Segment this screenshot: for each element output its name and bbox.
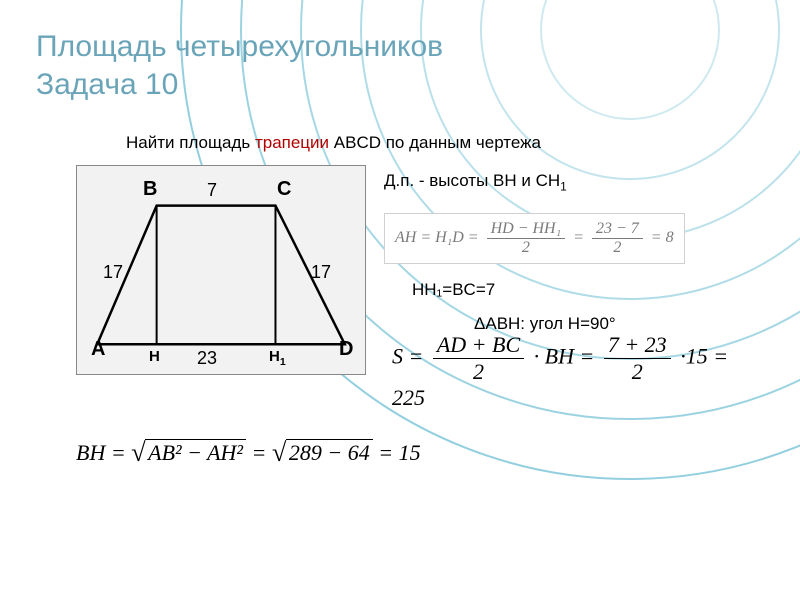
subtitle-highlight: трапеции — [255, 133, 329, 152]
vertex-d: D — [339, 338, 353, 361]
subtitle-post: ABCD по данным чертежа — [329, 133, 541, 152]
point-h: H — [149, 348, 160, 365]
problem-statement: Найти площадь трапеции ABCD по данным че… — [126, 133, 764, 153]
title-line-1: Площадь четырехугольников — [36, 30, 443, 63]
vertex-a: A — [91, 338, 105, 361]
vertex-b: B — [143, 178, 157, 201]
triangle-line: ΔABH: угол H=90° — [474, 314, 764, 334]
slide-title: Площадь четырехугольников Задача 10 — [36, 28, 764, 103]
hh1-line: HH₁=BC=7 — [412, 280, 764, 300]
construction-line: Д.п. - высоты BH и CH1 — [384, 171, 764, 193]
vertex-c: C — [277, 178, 291, 201]
title-line-2: Задача 10 — [36, 68, 178, 101]
solution-text: Д.п. - высоты BH и CH1 AH = H₁D = HD − H… — [384, 165, 764, 411]
edge-top: 7 — [207, 180, 217, 201]
edge-bottom: 23 — [197, 348, 217, 369]
area-formula: S = AD + BC2 · BH = 7 + 232 ·15 = 225 — [392, 332, 764, 411]
point-h1: H1 — [269, 348, 286, 368]
edge-right: 17 — [311, 262, 331, 283]
ah-formula: AH = H₁D = HD − HH₁2 = 23 − 72 = 8 — [384, 213, 685, 264]
bh-formula: BH = AB² − AH² = 289 − 64 = 15 — [76, 439, 421, 466]
trapezoid-diagram: A B C D 7 23 17 17 H H1 — [76, 165, 366, 375]
edge-left: 17 — [103, 262, 123, 283]
subtitle-pre: Найти площадь — [126, 133, 255, 152]
